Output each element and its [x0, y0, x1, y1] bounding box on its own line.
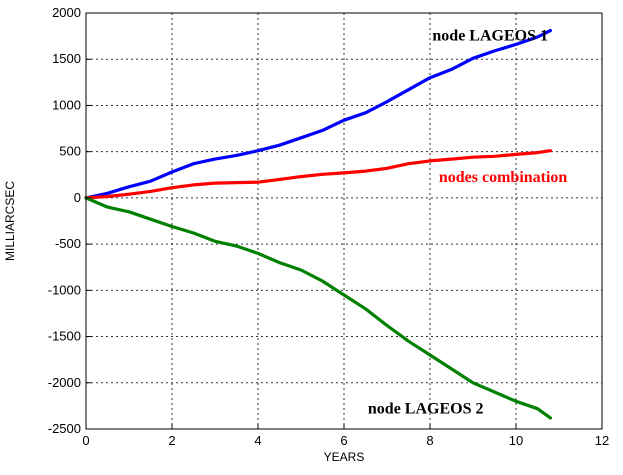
- series-line-node-lageos-1: [84, 29, 552, 200]
- y-tick-label: -1500: [48, 329, 81, 344]
- y-tick-label: -500: [55, 236, 81, 251]
- x-axis-label: YEARS: [324, 450, 365, 464]
- y-axis-label: MILLIARCSEC: [3, 181, 17, 261]
- x-tick-label: 0: [82, 433, 89, 448]
- x-tick-label: 12: [595, 433, 609, 448]
- x-tick-label: 2: [168, 433, 175, 448]
- annotation-label: nodes combination: [439, 169, 568, 186]
- x-tick-label: 4: [254, 433, 261, 448]
- x-tick-label: 10: [509, 433, 523, 448]
- y-tick-label: 500: [59, 144, 81, 159]
- y-tick-label: 1500: [52, 51, 81, 66]
- x-tick-label: 6: [340, 433, 347, 448]
- y-tick-label: -2500: [48, 421, 81, 436]
- y-tick-label: 0: [74, 190, 81, 205]
- y-tick-label: -1000: [48, 282, 81, 297]
- annotation-label: node LAGEOS 1: [432, 28, 548, 45]
- y-tick-label: 1000: [52, 97, 81, 112]
- annotation-label: node LAGEOS 2: [368, 400, 484, 417]
- series-line-nodes-combination: [84, 149, 552, 200]
- annotations: node LAGEOS 1 nodes combination node LAGEO…: [368, 28, 568, 418]
- x-tick-label: 8: [426, 433, 433, 448]
- y-tick-label: -2000: [48, 375, 81, 390]
- y-tick-label: 2000: [52, 5, 81, 20]
- series-line-node-lageos-2: [84, 196, 552, 420]
- series-layer: [84, 29, 552, 420]
- tick-labels: 0 2 4 6 8 10 12 2000 1500 1000 500 0 -500 -1000 -1500 -…: [48, 5, 609, 448]
- grid: [86, 13, 602, 429]
